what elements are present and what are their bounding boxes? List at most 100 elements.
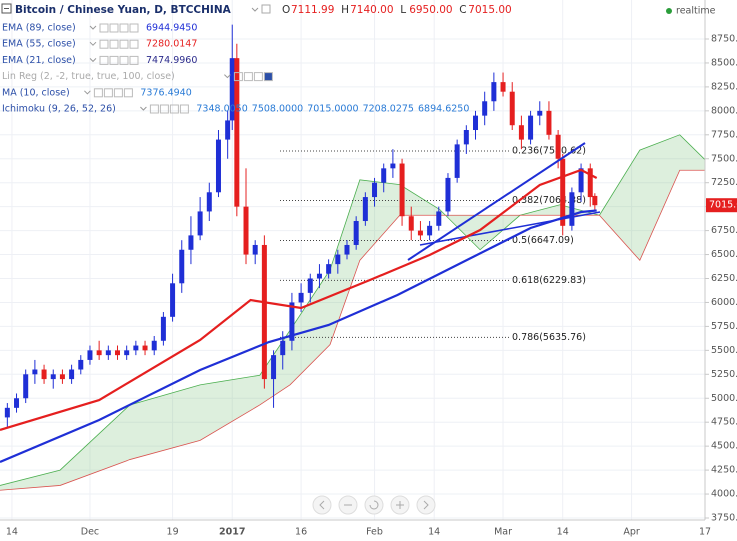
quote-key: C xyxy=(459,4,466,16)
candle-body xyxy=(537,110,543,116)
candle-body xyxy=(50,374,56,380)
indicator-button xyxy=(159,104,169,114)
indicator-name: EMA (21, close) xyxy=(2,55,76,66)
last-price-label: 7015.0 xyxy=(709,200,737,211)
y-tick-label: 7500.00 xyxy=(711,153,737,164)
candle-body xyxy=(234,58,240,207)
quote-value: 7015.00 xyxy=(468,4,511,16)
indicator-name: MA (10, close) xyxy=(2,87,70,98)
y-tick-label: 4000.00 xyxy=(711,489,737,500)
indicator-button xyxy=(109,55,119,65)
candle-body xyxy=(560,158,566,226)
candle-body xyxy=(399,163,405,217)
candle-body xyxy=(592,195,598,206)
zoom-icons xyxy=(319,500,429,510)
candle-body xyxy=(326,264,332,274)
y-tick-label: 8250.00 xyxy=(711,81,737,92)
candle-body xyxy=(408,216,414,231)
candle-body xyxy=(225,120,231,140)
candle-body xyxy=(197,211,203,236)
reset[interactable] xyxy=(364,495,384,515)
chart-title: Bitcoin / Chinese Yuan, D, BTCCHINA xyxy=(15,4,232,16)
indicator-name: Ichimoku (9, 26, 52, 26) xyxy=(2,104,116,115)
candle-body xyxy=(59,374,65,380)
candle-body xyxy=(87,350,93,360)
scroll-left[interactable] xyxy=(312,495,332,515)
y-tick-label: 5250.00 xyxy=(711,369,737,380)
candle-body xyxy=(436,211,442,226)
candle-body xyxy=(463,130,469,145)
candle-body xyxy=(179,249,185,284)
candle-body xyxy=(335,254,341,265)
indicator-line xyxy=(0,209,597,463)
candle-body xyxy=(569,192,575,226)
y-tick-label: 7750.00 xyxy=(711,129,737,140)
candle-body xyxy=(417,230,423,236)
indicator-button xyxy=(113,88,123,98)
candle-body xyxy=(14,398,20,408)
candle-body xyxy=(261,244,267,380)
candle-body xyxy=(252,244,258,255)
x-tick-label: 14 xyxy=(557,527,569,538)
x-tick-label: Feb xyxy=(366,527,383,538)
indicator-button xyxy=(119,23,129,33)
indicator-button xyxy=(93,88,103,98)
axes: 3750.00 4000.00 4250.00 4500.00 4750.00 5000.… xyxy=(6,34,737,538)
indicator-name: Lin Reg (2, -2, true, true, 100, close) xyxy=(2,71,175,82)
candle-body xyxy=(307,278,313,293)
zoom-controls xyxy=(312,495,436,515)
legend: Bitcoin / Chinese Yuan, D, BTCCHINA O 711… xyxy=(1,3,512,115)
indicator-button xyxy=(253,72,263,82)
y-tick-label: 6750.00 xyxy=(711,225,737,236)
indicator-value: 7474.9960 xyxy=(146,55,197,66)
y-tick-label: 6500.00 xyxy=(711,249,737,260)
indicator-value: 7208.0275 xyxy=(363,104,414,115)
candle-body xyxy=(229,58,235,121)
candle-body xyxy=(353,221,359,245)
ichimoku-cloud xyxy=(0,134,705,491)
fib-label: 0.5(6647.09) xyxy=(512,235,574,246)
indicator-value: 7015.0000 xyxy=(307,104,358,115)
indicator-button xyxy=(119,55,129,65)
indicator-value: 6894.6250 xyxy=(418,104,469,115)
candle-body xyxy=(151,340,157,351)
indicator-button xyxy=(119,39,129,49)
x-tick-label: Dec xyxy=(81,527,99,538)
x-tick-label: Apr xyxy=(623,527,640,538)
candle-body xyxy=(344,244,350,255)
indicator-button xyxy=(149,104,159,114)
status-dot xyxy=(666,8,672,14)
x-tick-label: 17 xyxy=(699,527,711,538)
dropdown-icon xyxy=(251,7,259,12)
trend-line xyxy=(407,142,586,261)
y-tick-label: 8000.00 xyxy=(711,105,737,116)
collapse-icon[interactable] xyxy=(1,3,12,14)
x-tick-label: 14 xyxy=(428,527,440,538)
indicator-button xyxy=(99,23,109,33)
dropdown-icon xyxy=(89,25,97,30)
quote-key: O xyxy=(282,4,290,16)
dropdown-icon xyxy=(89,41,97,46)
candle-body xyxy=(105,350,111,356)
grid xyxy=(0,0,706,520)
candle-body xyxy=(316,273,322,279)
candle-body xyxy=(289,302,295,341)
candle-body xyxy=(115,350,120,356)
scroll-right[interactable] xyxy=(416,495,436,515)
quote-value: 7140.00 xyxy=(350,4,393,16)
quote-key: L xyxy=(400,4,406,16)
candle-body xyxy=(555,134,561,159)
indicator-button xyxy=(103,88,113,98)
candle-body xyxy=(362,197,368,222)
candle-body xyxy=(482,101,488,116)
y-tick-label: 5500.00 xyxy=(711,345,737,356)
indicator-value: 6944.9450 xyxy=(146,23,197,34)
candle-body xyxy=(133,345,139,351)
plot: 0.236(7580.62) 0.382(7064.38) 0.5(6647.09)… xyxy=(0,24,706,491)
candle-body xyxy=(372,182,378,198)
y-tick-label: 5750.00 xyxy=(711,321,737,332)
last-price-tag xyxy=(706,198,737,213)
fib-label: 0.786(5635.76) xyxy=(512,332,586,343)
candle-body xyxy=(427,225,433,236)
indicator-line xyxy=(0,168,598,432)
